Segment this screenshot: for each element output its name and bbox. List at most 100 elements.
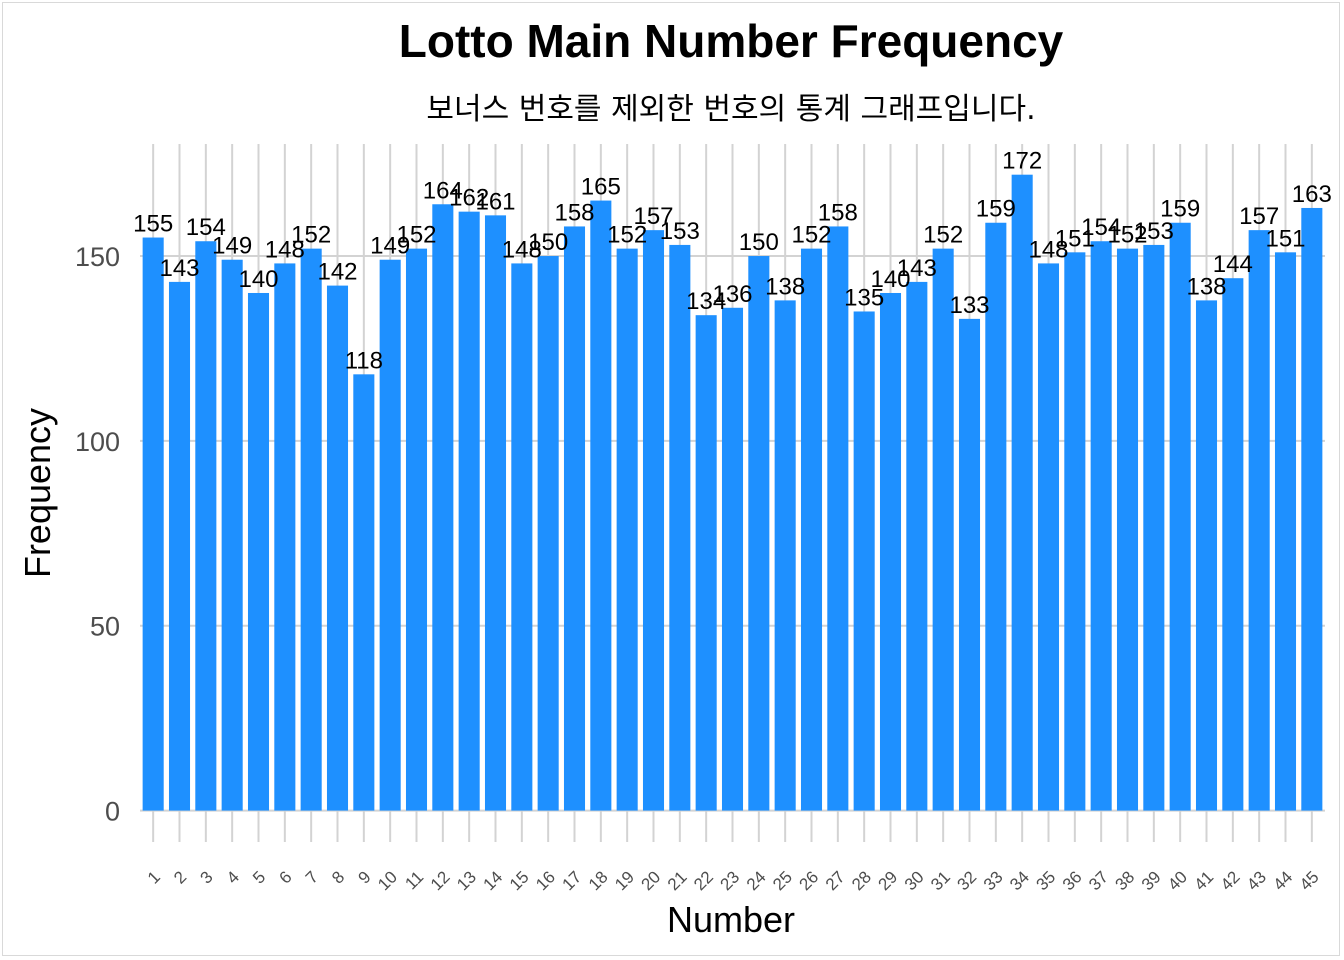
bar [511, 263, 533, 811]
x-tick-label: 20 [638, 867, 665, 894]
data-label: 149 [212, 233, 252, 260]
x-axis-title: Number [667, 899, 795, 940]
x-tick-label: 41 [1191, 867, 1218, 894]
bar [827, 226, 849, 811]
x-tick-label: 40 [1164, 867, 1191, 894]
x-tick-label: 38 [1112, 867, 1139, 894]
bar [932, 248, 954, 811]
bar [221, 259, 243, 811]
y-tick-label: 100 [75, 427, 120, 457]
data-label: 152 [607, 222, 647, 249]
x-tick-label: 32 [954, 867, 981, 894]
y-tick-label: 50 [90, 612, 120, 642]
bar [1301, 207, 1323, 811]
bar [642, 230, 665, 811]
bar [1037, 263, 1060, 811]
data-label: 142 [317, 259, 357, 286]
x-tick-label: 10 [374, 867, 401, 894]
data-label: 154 [186, 214, 226, 241]
x-tick-label: 44 [1270, 867, 1297, 894]
data-label: 135 [844, 284, 884, 311]
bar [379, 259, 401, 811]
bar [484, 215, 507, 811]
x-tick-label: 13 [453, 867, 480, 894]
bar [748, 256, 770, 811]
x-tick-label: 34 [1006, 867, 1033, 894]
x-tick-label: 28 [848, 867, 875, 894]
data-label: 158 [554, 199, 594, 226]
chart-title: Lotto Main Number Frequency [398, 15, 1064, 67]
data-label: 152 [791, 222, 831, 249]
bar [247, 292, 270, 811]
bar [274, 263, 296, 811]
data-label: 144 [1213, 251, 1253, 278]
y-axis-ticks: 0 50 100 150 [75, 242, 120, 827]
x-tick-label: 1 [144, 867, 164, 887]
x-tick-label: 8 [328, 867, 348, 887]
bar [1195, 300, 1218, 811]
bar [1248, 230, 1270, 811]
data-label: 157 [1239, 203, 1279, 230]
data-label: 159 [1160, 196, 1200, 223]
data-label: 150 [739, 229, 779, 256]
bar [1274, 252, 1297, 811]
x-tick-label: 21 [664, 867, 691, 894]
bar [353, 374, 375, 811]
x-tick-label: 35 [1033, 867, 1060, 894]
x-tick-label: 9 [355, 867, 375, 887]
bar [432, 204, 454, 811]
bar [695, 315, 717, 811]
x-tick-label: 5 [249, 867, 269, 887]
bar [669, 244, 691, 811]
y-tick-label: 150 [75, 242, 120, 272]
data-label: 152 [923, 222, 963, 249]
x-tick-label: 23 [717, 867, 744, 894]
chart-subtitle: 보너스 번호를 제외한 번호의 통계 그래프입니다. [426, 92, 1036, 127]
bar [853, 311, 875, 811]
x-tick-label: 11 [401, 867, 427, 893]
x-tick-label: 19 [611, 867, 638, 894]
data-label: 165 [581, 174, 621, 201]
data-label: 140 [238, 266, 278, 293]
data-label: 158 [818, 199, 858, 226]
x-tick-label: 33 [980, 867, 1007, 894]
x-tick-label: 18 [585, 867, 612, 894]
data-label: 155 [133, 211, 173, 238]
bar [300, 248, 322, 811]
data-label: 153 [1134, 218, 1174, 245]
x-tick-label: 2 [170, 867, 190, 887]
x-tick-label: 7 [302, 867, 322, 887]
x-tick-label: 16 [532, 867, 559, 894]
bar [326, 285, 349, 811]
data-label: 153 [660, 218, 700, 245]
bar [1090, 241, 1112, 811]
y-axis-title: Frequency [17, 408, 58, 578]
bar [721, 307, 744, 811]
x-tick-label: 12 [427, 867, 454, 894]
data-label: 152 [1107, 222, 1147, 249]
bar [1143, 244, 1165, 811]
data-label: 133 [949, 292, 989, 319]
bar [142, 237, 164, 811]
bar [985, 222, 1007, 811]
x-tick-label: 29 [875, 867, 902, 894]
x-tick-label: 6 [276, 867, 296, 887]
data-label: 148 [265, 236, 305, 263]
bar [458, 211, 480, 811]
bar [1169, 222, 1191, 811]
data-label: 150 [528, 229, 568, 256]
x-tick-label: 39 [1138, 867, 1165, 894]
data-label: 143 [159, 255, 199, 282]
x-tick-label: 45 [1296, 867, 1323, 894]
bar [168, 281, 191, 811]
x-tick-label: 36 [1059, 867, 1086, 894]
bar [195, 241, 217, 811]
data-label: 152 [396, 222, 436, 249]
x-tick-label: 24 [743, 867, 770, 894]
x-tick-label: 25 [769, 867, 796, 894]
x-tick-label: 27 [822, 867, 849, 894]
data-label: 159 [976, 196, 1016, 223]
bar [958, 318, 981, 811]
